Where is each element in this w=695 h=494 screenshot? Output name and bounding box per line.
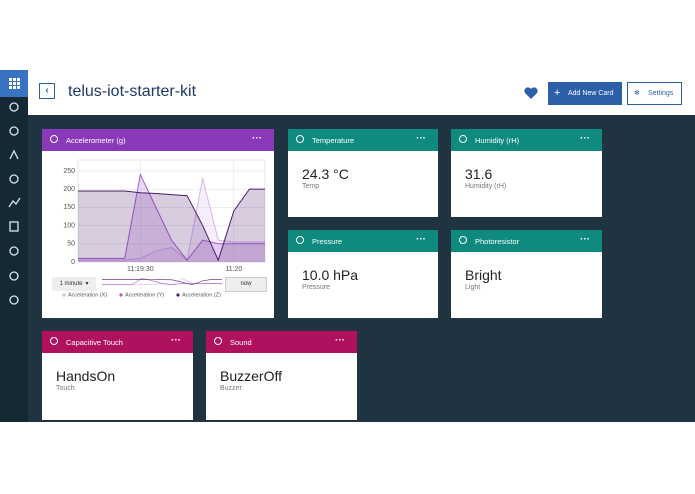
card-label: Humidity (rH) [465, 183, 507, 190]
page-title: telus-iot-starter-kit [68, 83, 197, 100]
card-label: Pressure [302, 284, 331, 291]
card: Pressure ··· 10.0 hPa Pressure [288, 230, 438, 318]
card-title: Accelerometer (g) [66, 136, 126, 145]
range-select[interactable]: 1 minute ▾ [52, 277, 96, 291]
range-select-label: 1 minute [59, 281, 83, 287]
card: Humidity (rH) ··· 31.6 Humidity (rH) [451, 129, 602, 217]
card-icon [50, 337, 58, 345]
apps-menu[interactable] [0, 70, 28, 97]
legend-label: Acceleration (Y) [125, 292, 164, 298]
add-card-button[interactable]: + Add New Card [548, 82, 622, 105]
x-tick-label: 11:20 [225, 266, 242, 273]
favorite-button[interactable] [524, 87, 538, 100]
card-label: Buzzer [220, 385, 242, 392]
overview-line [102, 278, 222, 286]
card-icon [214, 337, 222, 345]
card-value: BuzzerOff [220, 368, 282, 384]
overview-line [102, 277, 222, 286]
card-label: Touch [56, 385, 75, 392]
overflow-menu[interactable]: ··· [416, 234, 426, 245]
card-header: Temperature ··· [288, 129, 438, 151]
nav-icons[interactable] [0, 97, 28, 317]
legend-label: Acceleration (X) [68, 292, 107, 298]
legend-label: Acceleration (Z) [182, 292, 221, 298]
card-header: Humidity (rH) ··· [451, 129, 602, 151]
x-tick-label: 11:19:30 [127, 266, 154, 273]
y-tick-label: 200 [63, 186, 75, 193]
overflow-menu[interactable]: ··· [580, 234, 590, 245]
card-title: Sound [230, 338, 252, 347]
card-title: Humidity (rH) [475, 136, 520, 145]
card-title: Pressure [312, 237, 343, 246]
card-icon [296, 135, 304, 143]
card-value: HandsOn [56, 368, 116, 384]
card-icon [50, 135, 58, 143]
card: Capacitive Touch ··· HandsOn Touch [42, 331, 193, 420]
card: Photoresistor ··· Bright Light [451, 230, 602, 318]
series-line [78, 178, 265, 262]
card: Accelerometer (g) ··· 0 50 100 150 200 250 11:19… [42, 129, 274, 318]
series-area [78, 178, 265, 262]
card-label: Temp [302, 183, 320, 190]
card-title: Capacitive Touch [66, 338, 123, 347]
series-area [78, 174, 265, 262]
settings-button[interactable]: ✻ Settings [627, 82, 682, 105]
accelerometer-chart: 0 50 100 150 200 250 11:19:30 11:20 Acceleration… [62, 159, 266, 298]
y-tick-label: 250 [63, 168, 75, 175]
card-header: Pressure ··· [288, 230, 438, 252]
card-value: 24.3 °C [302, 166, 349, 182]
plus-icon: + [554, 87, 561, 99]
overflow-menu[interactable]: ··· [416, 133, 426, 144]
card: Temperature ··· 24.3 °C Temp [288, 129, 438, 217]
back-button[interactable]: ‹ [39, 83, 55, 99]
series-line [78, 172, 265, 261]
card-header: Capacitive Touch ··· [42, 331, 193, 353]
add-card-label: Add New Card [568, 90, 614, 97]
card-value: 31.6 [465, 166, 493, 182]
settings-label: Settings [648, 90, 674, 97]
sidebar [0, 70, 28, 422]
card-icon [296, 236, 304, 244]
card-icon [459, 236, 467, 244]
now-button[interactable]: now [225, 277, 267, 292]
apps-icon [9, 78, 20, 89]
y-tick-label: 100 [63, 222, 75, 229]
series-line [78, 188, 265, 262]
card-title: Temperature [312, 136, 355, 145]
overflow-menu[interactable]: ··· [580, 133, 590, 144]
y-tick-label: 150 [63, 204, 75, 211]
card-value: Bright [465, 267, 502, 283]
card-header: Photoresistor ··· [451, 230, 602, 252]
dropdown-caret: ▾ [85, 281, 89, 287]
overflow-menu[interactable]: ··· [335, 335, 345, 346]
card-header: Sound ··· [206, 331, 357, 353]
card-label: Light [465, 284, 481, 291]
card-title: Photoresistor [475, 237, 520, 246]
y-tick-label: 50 [67, 241, 75, 248]
header: ‹ telus-iot-starter-kit + Add New Card ✻ S… [28, 70, 695, 115]
card-icon [459, 135, 467, 143]
card-header: Accelerometer (g) ··· [42, 129, 274, 151]
legend-swatch [62, 293, 66, 297]
card-value: 10.0 hPa [302, 267, 359, 283]
overflow-menu[interactable]: ··· [171, 335, 181, 346]
legend-swatch [119, 293, 123, 297]
series-area [78, 189, 265, 262]
gear-icon: ✻ [634, 90, 640, 97]
overflow-menu[interactable]: ··· [252, 133, 262, 144]
legend-swatch [176, 293, 180, 297]
y-tick-label: 0 [71, 259, 75, 266]
card: Sound ··· BuzzerOff Buzzer [206, 331, 357, 420]
